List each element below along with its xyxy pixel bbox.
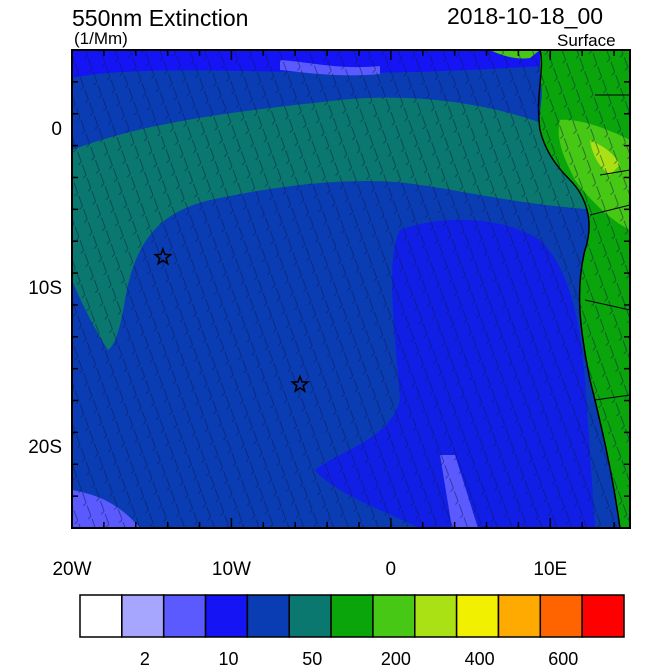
colorbar bbox=[79, 594, 625, 638]
colorbar-swatch bbox=[121, 594, 165, 638]
x-tick-label: 10W bbox=[211, 559, 251, 580]
star-marker bbox=[153, 246, 173, 266]
colorbar-swatch bbox=[539, 594, 583, 638]
star-marker bbox=[290, 374, 310, 393]
colorbar-label: 400 bbox=[464, 649, 495, 669]
markers-layer bbox=[153, 246, 310, 393]
y-tick-label: 0 bbox=[51, 118, 62, 140]
map-title: 550nm Extinction bbox=[72, 5, 249, 31]
colorbar-label: 600 bbox=[548, 649, 579, 669]
colorbar-label: 2 bbox=[139, 649, 150, 669]
colorbar-swatch bbox=[246, 594, 290, 638]
colorbar-swatch bbox=[288, 594, 332, 638]
colorbar-label: 50 bbox=[302, 649, 323, 669]
colorbar-swatch bbox=[330, 594, 374, 638]
colorbar-swatch bbox=[581, 594, 625, 638]
colorbar-swatch bbox=[414, 594, 458, 638]
level-label: Surface bbox=[557, 31, 616, 50]
wind-barbs bbox=[72, 50, 630, 528]
colorbar-swatch bbox=[497, 594, 542, 638]
map-field bbox=[72, 50, 630, 528]
colorbar-swatch bbox=[455, 594, 500, 638]
y-tick-label: 10S bbox=[28, 278, 62, 299]
colorbar-label: 10 bbox=[218, 649, 239, 669]
units-label: (1/Mm) bbox=[74, 29, 128, 48]
colorbar-swatch bbox=[204, 594, 249, 638]
colorbar-swatch bbox=[372, 594, 416, 638]
colorbar-swatch bbox=[162, 594, 207, 638]
colorbar-label: 200 bbox=[380, 649, 411, 669]
datetime-label: 2018-10-18_00 bbox=[447, 3, 604, 29]
y-tick-label: 20S bbox=[28, 437, 62, 459]
x-tick-label: 0 bbox=[385, 559, 397, 580]
axis-ticks bbox=[71, 49, 630, 529]
x-tick-label: 10E bbox=[533, 559, 568, 580]
colorbar-swatch bbox=[79, 594, 123, 638]
map-frame bbox=[71, 49, 631, 529]
x-tick-label: 20W bbox=[52, 559, 92, 580]
